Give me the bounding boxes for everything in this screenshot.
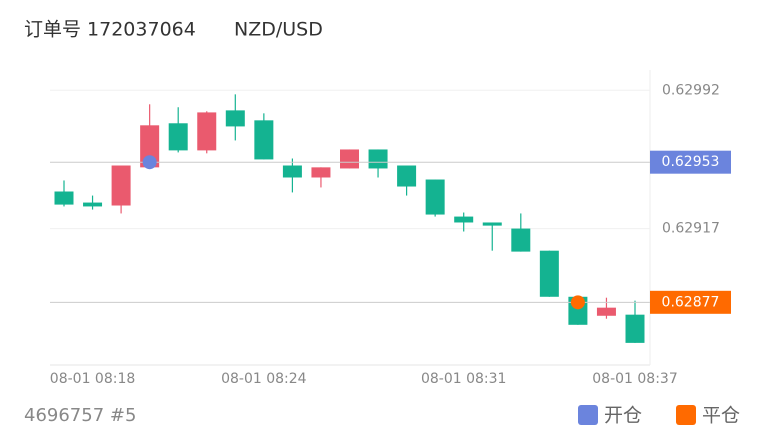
candle-body bbox=[596, 307, 616, 316]
candle-body bbox=[511, 228, 531, 252]
candle-body bbox=[397, 165, 417, 187]
candle-body bbox=[625, 314, 645, 343]
candle-body bbox=[197, 112, 217, 151]
legend-label: 平仓 bbox=[702, 405, 740, 427]
candle-body bbox=[225, 110, 245, 127]
candle-body bbox=[140, 125, 160, 168]
price-tag-label: 0.62953 bbox=[662, 154, 720, 170]
candle-body bbox=[168, 123, 188, 151]
candle-body bbox=[454, 216, 474, 223]
x-tick-label: 08-01 08:37 bbox=[592, 371, 677, 387]
price-tag bbox=[650, 290, 731, 314]
legend-label: 开仓 bbox=[604, 405, 642, 427]
symbol: NZD/USD bbox=[234, 19, 323, 41]
candle-body bbox=[340, 149, 359, 169]
candle-body bbox=[425, 179, 445, 215]
legend-swatch bbox=[676, 405, 696, 425]
candle-body bbox=[368, 149, 388, 169]
price-tag bbox=[650, 150, 731, 174]
legend-swatch bbox=[578, 405, 598, 425]
x-tick-label: 08-01 08:24 bbox=[221, 371, 307, 387]
order-label: 订单号 172037064 bbox=[24, 19, 196, 41]
trade-marker bbox=[142, 155, 157, 170]
candle-body bbox=[254, 120, 274, 160]
x-tick-label: 08-01 08:31 bbox=[421, 371, 506, 387]
x-tick-label: 08-01 08:18 bbox=[50, 371, 135, 387]
candle-body bbox=[539, 250, 559, 297]
candle-body bbox=[311, 167, 331, 178]
candle-body bbox=[54, 191, 74, 205]
candle-body bbox=[282, 165, 302, 178]
candle-body bbox=[111, 165, 131, 206]
y-tick-label: 0.62917 bbox=[662, 221, 720, 237]
candle-body bbox=[83, 202, 103, 207]
trade-marker bbox=[570, 295, 585, 310]
y-tick-label: 0.62992 bbox=[662, 82, 720, 98]
price-tag-label: 0.62877 bbox=[662, 294, 720, 310]
candle-body bbox=[482, 222, 502, 226]
footer: 4696757 #5 bbox=[24, 405, 136, 426]
